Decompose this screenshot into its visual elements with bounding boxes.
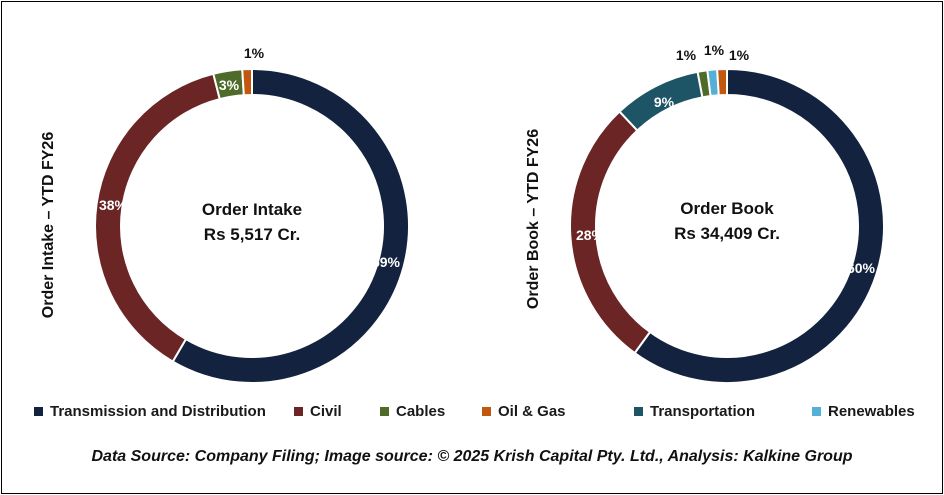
order-intake-chart: Order Intake – YTD FY26 59% 38% 3%1% Order… (40, 45, 410, 384)
legend-item-cables: Cables (380, 403, 445, 420)
legend-swatch-transportation (634, 407, 643, 416)
slice-label-transportation: 9% (654, 94, 675, 110)
order-book-side-label: Order Book – YTD FY26 (525, 129, 542, 309)
slice-label-civil: 38% (99, 197, 128, 213)
legend-label: Transmission and Distribution (50, 403, 266, 420)
legend-item-renewables: Renewables (812, 403, 915, 420)
order-intake-side-label: Order Intake – YTD FY26 (40, 132, 57, 319)
legend-label: Civil (310, 403, 342, 420)
legend-item-civil: Civil (294, 403, 342, 420)
legend-label: Oil & Gas (498, 403, 566, 420)
legend-label: Renewables (828, 403, 915, 420)
legend-swatch-transmission (34, 407, 43, 416)
legend: Transmission and Distribution Civil Cabl… (30, 403, 930, 423)
slice-label-oil_gas: 1% (729, 47, 750, 63)
donut-charts: Order Intake – YTD FY26 59%38%3%1% Order… (40, 42, 885, 384)
legend-swatch-renewables (812, 407, 821, 416)
donut-slice-transmission (171, 67, 410, 384)
legend-label: Transportation (650, 403, 756, 420)
order-book-slices: 60%28%9%1% 1% 1% (569, 42, 885, 384)
legend-item-oil-gas: Oil & Gas (482, 403, 566, 420)
slice-label-cables: 3% (219, 77, 240, 93)
order-book-center-title: Order Book (680, 199, 774, 218)
slice-label-cables: 1% (676, 47, 697, 63)
legend-item-transmission: Transmission and Distribution (34, 403, 266, 420)
legend-swatch-cables (380, 407, 389, 416)
slice-label-oil_gas: 1% (244, 45, 265, 61)
legend-swatch-oil-gas (482, 407, 491, 416)
slice-label-transmission: 60% (847, 260, 876, 276)
legend-label: Cables (396, 403, 446, 420)
slice-label-renewables: 1% (704, 42, 725, 58)
source-footer: Data Source: Company Filing; Image sourc… (91, 448, 853, 465)
order-intake-center-value: Rs 5,517 Cr. (204, 225, 300, 244)
legend-swatch-civil (294, 407, 303, 416)
order-book-chart: Order Book – YTD FY26 60%28%9%1% 1% 1% Ord… (525, 42, 885, 384)
slice-label-civil: 28% (576, 227, 605, 243)
order-book-center-value: Rs 34,409 Cr. (674, 224, 780, 243)
donut-slice-oil_gas (241, 67, 253, 97)
donut-slice-oil_gas (716, 67, 728, 97)
legend-item-transportation: Transportation (634, 403, 755, 420)
order-intake-center-title: Order Intake (202, 200, 302, 219)
slice-label-transmission: 59% (372, 254, 401, 270)
order-intake-slices: 59% 38% 3%1% (94, 45, 410, 384)
donut-slice-transmission (633, 67, 885, 384)
